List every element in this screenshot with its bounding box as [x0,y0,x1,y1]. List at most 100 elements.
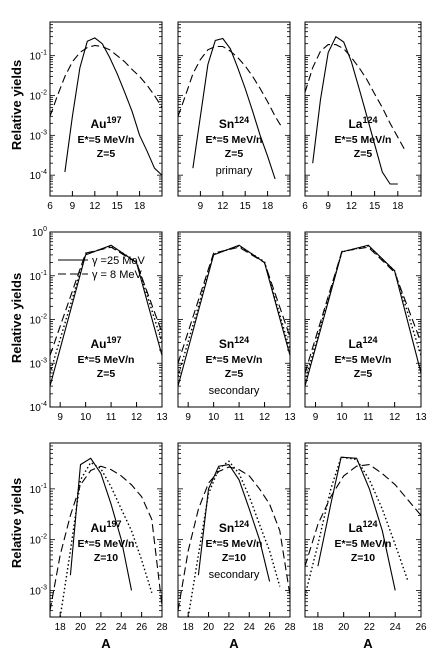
panel-z-label: Z=10 [222,552,246,564]
panel-frame [49,442,163,618]
x-tick-label: 12 [259,412,271,423]
panel-frame [177,21,291,197]
x-tick-label: 28 [284,622,296,633]
panel-nucleus-label: La124 [348,115,377,131]
y-tick-label: 10-1 [30,483,47,496]
x-tick-label: 20 [203,622,215,633]
panel-energy-label: E*=5 MeV/n [78,538,135,550]
y-tick-label: 10-3 [30,357,47,370]
x-tick-label: 22 [223,622,235,633]
panel-stage-label: secondary [209,569,260,581]
panel-nucleus-label: La124 [348,519,377,535]
panel-stage-label: secondary [209,385,260,397]
panel-frame [304,21,422,197]
panel-z-label: Z=5 [97,148,116,160]
x-tick-label: 6 [302,201,308,212]
series-dashed [305,246,421,374]
x-tick-label: 24 [116,622,128,633]
x-tick-label: 20 [75,622,87,633]
series-dashed [50,465,162,611]
series-solid [312,35,398,185]
panel-row2-col1: 9 10 11 12 13 10-4 10-3 10-2 10-1 100 Au197 E*=5 Me… [30,226,168,423]
x-tick-label: 11 [234,412,245,423]
series-dashed [305,464,421,567]
x-tick-label: 9 [185,412,191,423]
x-axis-label-col1: A [101,636,111,651]
x-axis-label-col2: A [229,636,239,651]
panel-row1-col2: 9 12 15 18 Sn124 E*=5 MeV/n Z=5 primary [177,21,291,212]
panel-row1-col3: 6 9 12 15 18 La124 E*=5 MeV/n Z=5 [302,21,422,212]
panel-nucleus-label: Au197 [90,335,121,351]
series-dotted [178,245,290,377]
series-dashed [178,246,290,364]
panel-frame [304,442,422,618]
x-tick-label: 15 [369,201,381,212]
x-axis-label-col3: A [363,636,373,651]
x-tick-label: 18 [392,201,404,212]
panel-nucleus-label: Sn124 [219,519,249,535]
series-dotted [59,461,153,617]
series-dotted [50,245,162,374]
x-tick-label: 18 [262,201,274,212]
x-tick-label: 15 [240,201,252,212]
panel-stage-label: primary [216,165,253,177]
panel-z-label: Z=5 [97,368,116,380]
x-tick-label: 22 [364,622,376,633]
y-tick-label: 10-4 [30,169,47,182]
panel-frame [49,21,163,197]
x-tick-label: 10 [208,412,220,423]
panels: 6 9 12 15 18 10-4 10-3 10-2 10-1 Au197 E*=5 MeV/n Z… [30,21,427,633]
x-tick-label: 24 [390,622,402,633]
panel-frame [177,442,291,618]
y-tick-label: 10-2 [30,534,47,547]
x-tick-label: 13 [415,412,427,423]
panel-energy-label: E*=5 MeV/n [78,354,135,366]
panel-nucleus-label: Sn124 [219,115,249,131]
x-tick-label: 12 [89,201,101,212]
x-tick-label: 6 [47,201,53,212]
panel-z-label: Z=5 [225,148,244,160]
legend: γ =25 MeV γ = 8 MeV [58,255,146,281]
x-tick-label: 15 [112,201,124,212]
x-tick-label: 28 [156,622,168,633]
series-solid [50,244,162,387]
x-tick-label: 9 [325,201,331,212]
x-tick-label: 11 [106,412,117,423]
panel-row2-col3: 9 10 11 12 13 La124 E*=5 MeV/n Z=5 [304,231,427,423]
panel-nucleus-label: Au197 [90,115,121,131]
y-axis-label-row2: Relative yields [9,273,24,363]
x-tick-label: 18 [134,201,146,212]
panel-z-label: Z=5 [225,368,244,380]
y-tick-label: 100 [32,226,47,239]
panel-row3-col3: 18 20 22 24 26 La124 E*=5 MeV/n Z=10 [304,442,427,633]
series-solid [69,457,133,591]
panel-nucleus-label: La124 [348,335,377,351]
panel-nucleus-label: Sn124 [219,335,249,351]
series-dashed [305,44,406,152]
panel-z-label: Z=5 [354,368,373,380]
x-tick-label: 9 [313,412,319,423]
x-tick-label: 18 [183,622,195,633]
x-tick-label: 10 [336,412,348,423]
x-tick-label: 18 [312,622,324,633]
x-tick-label: 22 [95,622,107,633]
x-tick-label: 26 [415,622,427,633]
y-tick-label: 10-3 [30,129,47,142]
panel-z-label: Z=5 [354,148,373,160]
panel-row1-col1: 6 9 12 15 18 10-4 10-3 10-2 10-1 Au197 E*=5 MeV/n Z… [30,21,163,212]
series-dashed [50,44,162,117]
x-tick-label: 24 [244,622,256,633]
x-tick-label: 10 [80,412,92,423]
series-dotted [187,460,281,617]
x-tick-label: 12 [131,412,143,423]
panel-energy-label: E*=5 MeV/n [78,134,135,146]
y-tick-label: 10-4 [30,401,47,414]
x-tick-label: 12 [217,201,229,212]
series-dashed [50,246,162,356]
series-solid [192,37,276,180]
series-dotted [305,245,421,381]
y-tick-label: 10-1 [30,270,47,283]
panel-row3-col1: 18 20 22 24 26 28 10-3 10-2 10-1 Au197 E*=5 MeV/n Z… [30,442,168,633]
panel-energy-label: E*=5 MeV/n [335,354,392,366]
x-tick-label: 12 [389,412,401,423]
